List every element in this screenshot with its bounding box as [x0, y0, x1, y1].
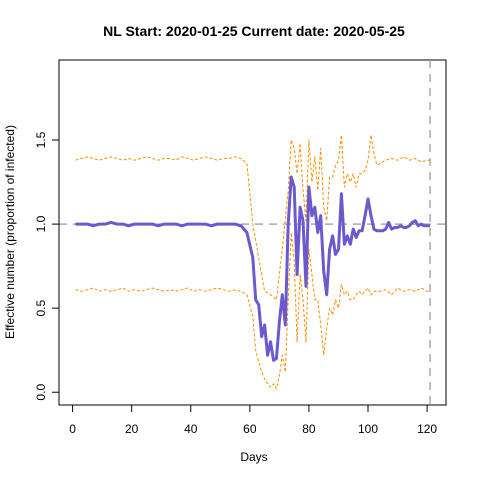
- series-line-estimate: [75, 175, 430, 362]
- series-layer: [75, 134, 430, 390]
- y-tick-label: 1.5: [34, 131, 48, 148]
- y-axis: 0.0 0.5 1.0 1.5: [34, 131, 60, 401]
- x-axis-label: Days: [240, 450, 267, 464]
- series-line-upper-bound: [75, 134, 430, 301]
- x-tick-label: 0: [69, 422, 76, 436]
- y-axis-label: Effective number (proportion of infected…: [3, 125, 17, 339]
- x-tick-label: 100: [358, 422, 378, 436]
- y-tick-label: 0.5: [34, 299, 48, 316]
- plot-area-border: [58, 59, 447, 406]
- chart-title: NL Start: 2020-01-25 Current date: 2020-…: [103, 23, 405, 39]
- series-line-lower-bound: [75, 232, 430, 390]
- x-tick-label: 80: [302, 422, 316, 436]
- x-axis: 0 20 40 60 80 100 120: [69, 404, 437, 436]
- y-tick-label: 1.0: [34, 215, 48, 232]
- x-tick-label: 60: [243, 422, 257, 436]
- x-tick-label: 20: [125, 422, 139, 436]
- x-tick-label: 120: [417, 422, 437, 436]
- x-tick-label: 40: [184, 422, 198, 436]
- y-tick-label: 0.0: [34, 384, 48, 401]
